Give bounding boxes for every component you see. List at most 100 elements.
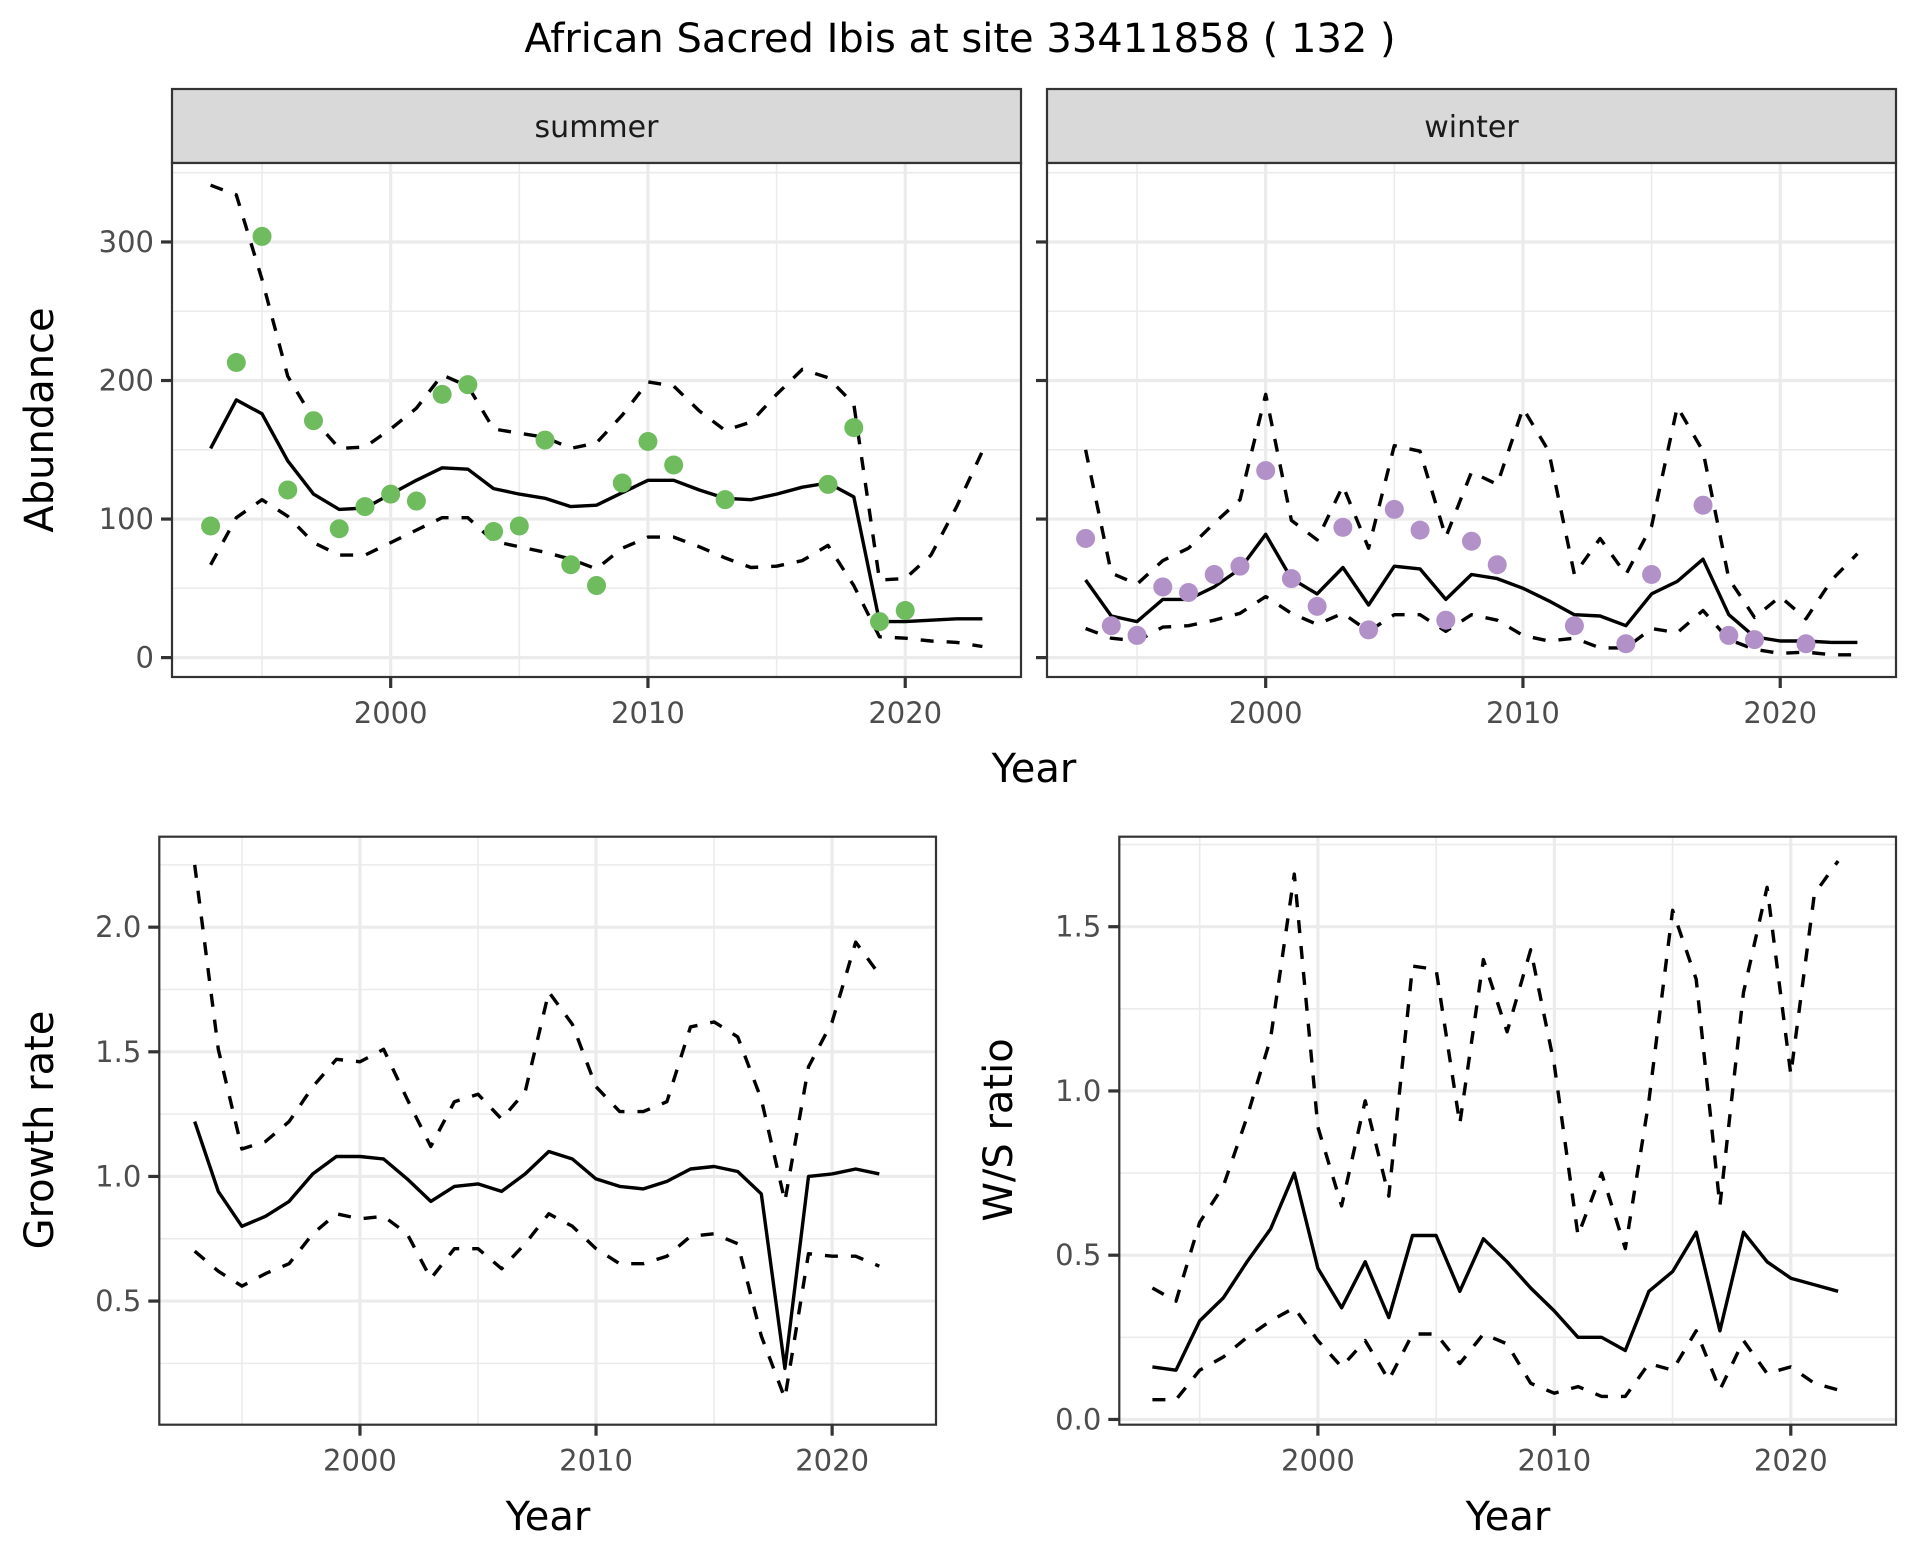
series-line-lower bbox=[209, 498, 983, 649]
panel-growth-rate: 2000 2010 2020 0.5 1.0 1.5 2.0 bbox=[95, 835, 938, 1478]
data-point bbox=[818, 474, 838, 494]
x-tick-label: 2000 bbox=[323, 1444, 397, 1478]
data-point bbox=[1256, 461, 1276, 481]
data-point bbox=[1076, 528, 1096, 548]
data-point bbox=[1693, 495, 1713, 515]
data-point bbox=[1719, 625, 1739, 645]
x-tick-label: 2020 bbox=[1743, 696, 1817, 730]
series-line-lower bbox=[1152, 1306, 1839, 1402]
x-tick-label: 2000 bbox=[354, 696, 428, 730]
x-axis-title-growth: Year bbox=[505, 1494, 591, 1540]
data-point bbox=[355, 497, 375, 517]
data-point bbox=[201, 516, 221, 536]
plot-background bbox=[159, 836, 937, 1425]
series-line-mean bbox=[1084, 532, 1858, 645]
data-point bbox=[406, 491, 426, 511]
data-point bbox=[1307, 596, 1327, 616]
panel-border bbox=[158, 835, 938, 1426]
data-point bbox=[587, 576, 606, 596]
x-axis-title-ws: Year bbox=[1465, 1494, 1551, 1540]
y-tick-label: 0.0 bbox=[1055, 1402, 1101, 1436]
data-point bbox=[844, 418, 864, 438]
data-point bbox=[1642, 564, 1662, 584]
data-point bbox=[509, 516, 529, 536]
panel-border bbox=[1045, 161, 1898, 679]
data-point bbox=[1127, 625, 1147, 645]
data-point bbox=[304, 411, 323, 431]
figure-title: African Sacred Ibis at site 33411858 ( 1… bbox=[524, 16, 1395, 62]
series-line-lower bbox=[1084, 594, 1858, 657]
data-point bbox=[1230, 556, 1250, 576]
data-point bbox=[1564, 616, 1584, 636]
data-point bbox=[870, 612, 889, 632]
x-tick-label: 2020 bbox=[795, 1444, 869, 1478]
data-point bbox=[278, 480, 298, 500]
data-point bbox=[1462, 531, 1481, 551]
x-tick-label: 2010 bbox=[1486, 696, 1560, 730]
data-point bbox=[1101, 616, 1121, 636]
x-tick-label: 2010 bbox=[611, 696, 685, 730]
y-tick-label: 1.0 bbox=[95, 1159, 141, 1193]
data-point bbox=[329, 519, 349, 539]
x-axis-title-top: Year bbox=[991, 746, 1077, 792]
series-line-mean bbox=[1152, 1171, 1839, 1372]
data-point bbox=[715, 490, 735, 510]
x-tick-label: 2000 bbox=[1229, 696, 1303, 730]
data-point bbox=[895, 600, 915, 620]
y-axis-title-ws-ratio: W/S ratio bbox=[976, 1038, 1022, 1221]
x-tick-label: 2010 bbox=[559, 1444, 633, 1478]
data-point bbox=[1179, 582, 1198, 602]
series-line-mean bbox=[193, 1121, 880, 1371]
y-tick-label: 0 bbox=[136, 641, 154, 675]
data-point bbox=[484, 522, 504, 542]
facet-strip-summer bbox=[170, 87, 1023, 165]
data-point bbox=[1153, 577, 1173, 597]
series-line-upper bbox=[1151, 860, 1840, 1303]
y-tick-label: 0.5 bbox=[95, 1284, 141, 1318]
data-point bbox=[458, 375, 478, 395]
data-point bbox=[1204, 564, 1224, 584]
data-point bbox=[1796, 634, 1816, 654]
y-tick-label: 1.5 bbox=[1055, 910, 1101, 944]
data-point bbox=[252, 226, 272, 246]
data-point bbox=[1384, 499, 1404, 519]
x-tick-label: 2020 bbox=[868, 696, 942, 730]
x-tick-label: 2000 bbox=[1281, 1444, 1355, 1478]
data-point bbox=[535, 430, 555, 450]
series-line-mean bbox=[209, 398, 983, 624]
panel-abundance-winter: 2000 2010 2020 bbox=[1036, 161, 1898, 730]
data-point bbox=[1359, 620, 1379, 640]
panel-border bbox=[170, 161, 1023, 679]
series-line-lower bbox=[193, 1212, 880, 1401]
facet-label-winter: winter bbox=[1424, 110, 1519, 145]
y-tick-label: 200 bbox=[99, 364, 154, 398]
y-axis-title-abundance: Abundance bbox=[17, 307, 63, 532]
data-point bbox=[1333, 517, 1353, 537]
y-tick-label: 1.0 bbox=[1055, 1074, 1101, 1108]
plot-background bbox=[172, 163, 1021, 677]
data-point bbox=[638, 431, 658, 451]
panel-abundance-summer: 2000 2010 2020 0 100 200 300 bbox=[99, 161, 1023, 730]
data-point bbox=[1436, 610, 1456, 630]
x-tick-label: 2010 bbox=[1517, 1444, 1591, 1478]
plot-background bbox=[1119, 836, 1896, 1425]
series-line-upper bbox=[193, 864, 881, 1204]
data-point bbox=[226, 353, 246, 373]
data-point bbox=[1745, 630, 1764, 650]
x-tick-label: 2020 bbox=[1754, 1444, 1828, 1478]
data-point bbox=[432, 384, 452, 404]
y-tick-label: 100 bbox=[99, 502, 154, 536]
y-tick-label: 300 bbox=[99, 225, 154, 259]
data-point bbox=[1487, 555, 1507, 575]
data-point bbox=[561, 555, 581, 575]
panel-border bbox=[1118, 835, 1898, 1426]
facet-strip-winter bbox=[1045, 87, 1898, 165]
data-point bbox=[1616, 634, 1636, 654]
data-point bbox=[664, 455, 684, 475]
data-point bbox=[1410, 520, 1430, 540]
y-tick-label: 2.0 bbox=[95, 910, 141, 944]
y-tick-label: 0.5 bbox=[1055, 1238, 1101, 1272]
y-axis-title-growth-rate: Growth rate bbox=[17, 1011, 63, 1250]
panel-ws-ratio: 2000 2010 2020 0.0 0.5 1.0 1.5 bbox=[1055, 835, 1898, 1478]
